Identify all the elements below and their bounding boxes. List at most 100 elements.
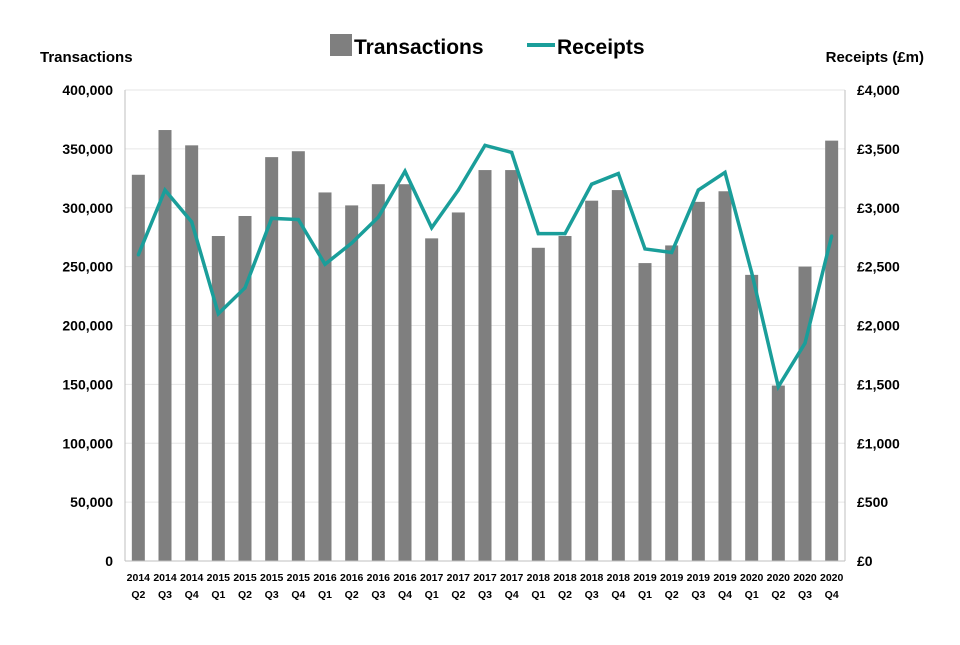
x-tick-year: 2017 bbox=[473, 572, 497, 584]
left-axis-tick-label: 150,000 bbox=[62, 376, 113, 392]
bar-transactions bbox=[158, 130, 172, 561]
x-tick-quarter: Q3 bbox=[798, 589, 812, 601]
bar-transactions bbox=[371, 184, 385, 561]
bar-transactions bbox=[611, 190, 625, 561]
left-axis-ticks: 0 50,000 100,000 150,000 200,000 250,000 300,0… bbox=[62, 82, 113, 569]
x-tick-year: 2018 bbox=[553, 572, 577, 584]
right-axis-tick-label: £4,000 bbox=[857, 82, 900, 98]
x-tick-quarter: Q1 bbox=[425, 589, 439, 601]
receipts-point bbox=[616, 172, 620, 176]
x-tick-year: 2014 bbox=[180, 572, 204, 584]
x-tick-quarter: Q4 bbox=[185, 589, 199, 601]
receipts-point bbox=[243, 286, 247, 290]
bar-transactions bbox=[398, 184, 412, 561]
transactions-bars bbox=[131, 130, 839, 562]
bar-transactions bbox=[131, 174, 145, 561]
receipts-point bbox=[830, 234, 834, 238]
bar-transactions bbox=[265, 157, 279, 561]
x-tick-quarter: Q1 bbox=[531, 589, 545, 601]
x-tick-year: 2020 bbox=[820, 572, 844, 584]
x-tick-year: 2016 bbox=[367, 572, 391, 584]
x-tick-quarter: Q4 bbox=[505, 589, 519, 601]
x-tick-year: 2017 bbox=[500, 572, 524, 584]
x-tick-year: 2017 bbox=[420, 572, 444, 584]
x-tick-year: 2015 bbox=[260, 572, 284, 584]
right-axis-tick-label: £2,000 bbox=[857, 318, 900, 334]
left-axis-tick-label: 0 bbox=[105, 553, 113, 569]
left-axis-title: Transactions bbox=[40, 49, 133, 66]
receipts-point bbox=[403, 169, 407, 173]
legend-transactions-swatch bbox=[330, 34, 352, 56]
right-axis-ticks: £0 £500 £1,000 £1,500 £2,000 £2,500 £3,000 £3,5… bbox=[857, 82, 900, 569]
x-tick-year: 2019 bbox=[687, 572, 711, 584]
x-tick-quarter: Q1 bbox=[211, 589, 225, 601]
x-tick-quarter: Q2 bbox=[558, 589, 572, 601]
right-axis-tick-label: £1,000 bbox=[857, 435, 900, 451]
bar-transactions bbox=[798, 266, 812, 561]
x-tick-year: 2014 bbox=[127, 572, 151, 584]
x-tick-quarter: Q3 bbox=[478, 589, 492, 601]
bar-transactions bbox=[185, 145, 199, 561]
receipts-point bbox=[270, 216, 274, 220]
receipts-point bbox=[563, 232, 567, 236]
x-tick-year: 2019 bbox=[660, 572, 684, 584]
axes bbox=[124, 90, 846, 562]
x-tick-quarter: Q3 bbox=[371, 589, 385, 601]
x-tick-year: 2018 bbox=[580, 572, 604, 584]
right-axis-title: Receipts (£m) bbox=[826, 49, 924, 66]
x-tick-quarter: Q4 bbox=[825, 589, 839, 601]
x-tick-year: 2016 bbox=[313, 572, 337, 584]
right-axis-tick-label: £2,500 bbox=[857, 259, 900, 275]
receipts-point bbox=[430, 226, 434, 230]
bar-transactions bbox=[505, 170, 519, 561]
x-tick-year: 2020 bbox=[767, 572, 791, 584]
receipts-point bbox=[323, 262, 327, 266]
bar-transactions bbox=[291, 151, 305, 562]
left-axis-tick-label: 100,000 bbox=[62, 435, 113, 451]
bar-transactions bbox=[745, 274, 759, 561]
x-tick-year: 2014 bbox=[153, 572, 177, 584]
x-tick-quarter: Q3 bbox=[691, 589, 705, 601]
x-tick-year: 2016 bbox=[393, 572, 417, 584]
x-tick-quarter: Q3 bbox=[158, 589, 172, 601]
receipts-point bbox=[456, 188, 460, 192]
receipts-point bbox=[376, 215, 380, 219]
x-tick-year: 2016 bbox=[340, 572, 364, 584]
receipts-point bbox=[590, 182, 594, 186]
receipts-point bbox=[643, 247, 647, 251]
receipts-point bbox=[163, 188, 167, 192]
x-tick-quarter: Q2 bbox=[665, 589, 679, 601]
bar-transactions bbox=[531, 247, 545, 561]
x-tick-year: 2018 bbox=[527, 572, 551, 584]
bar-transactions bbox=[345, 205, 359, 561]
receipts-point bbox=[136, 253, 140, 257]
right-axis-tick-label: £1,500 bbox=[857, 376, 900, 392]
x-tick-year: 2015 bbox=[233, 572, 257, 584]
x-tick-quarter: Q1 bbox=[745, 589, 759, 601]
x-tick-year: 2019 bbox=[633, 572, 657, 584]
bar-transactions bbox=[318, 192, 332, 561]
x-tick-year: 2020 bbox=[740, 572, 764, 584]
x-tick-year: 2015 bbox=[207, 572, 231, 584]
right-axis-tick-label: £3,000 bbox=[857, 200, 900, 216]
bar-transactions bbox=[771, 385, 785, 561]
receipts-point bbox=[510, 150, 514, 155]
left-axis-tick-label: 300,000 bbox=[62, 200, 113, 216]
receipts-point bbox=[296, 217, 300, 222]
right-axis-tick-label: £0 bbox=[857, 553, 873, 569]
bar-transactions bbox=[425, 238, 439, 562]
receipts-point bbox=[190, 220, 194, 224]
left-axis-tick-label: 50,000 bbox=[70, 494, 113, 510]
x-tick-year: 2019 bbox=[713, 572, 737, 584]
legend-transactions-label: Transactions bbox=[354, 36, 484, 59]
x-tick-quarter: Q2 bbox=[345, 589, 359, 601]
x-tick-quarter: Q1 bbox=[638, 589, 652, 601]
left-axis-tick-label: 250,000 bbox=[62, 259, 113, 275]
left-axis-tick-label: 350,000 bbox=[62, 141, 113, 157]
receipts-line-group bbox=[136, 143, 834, 392]
right-axis-tick-label: £500 bbox=[857, 494, 888, 510]
left-axis-tick-label: 400,000 bbox=[62, 82, 113, 98]
x-tick-quarter: Q4 bbox=[718, 589, 732, 601]
legend: Transactions Receipts bbox=[330, 34, 645, 59]
